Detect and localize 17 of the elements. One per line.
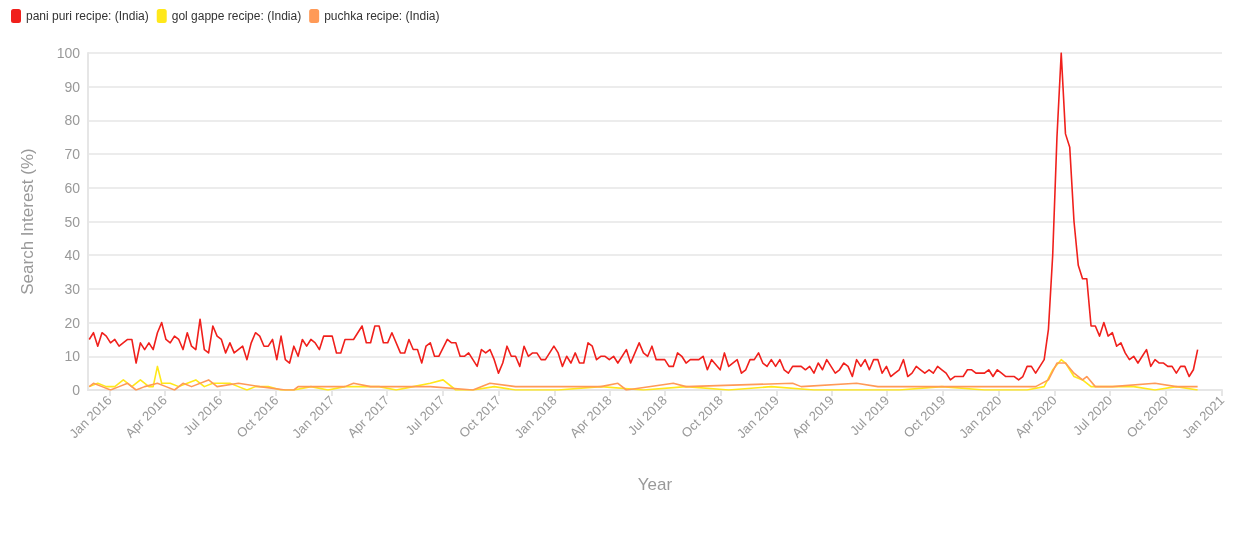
- y-tick-label: 60: [64, 179, 81, 196]
- y-tick-label: 20: [64, 314, 81, 331]
- y-tick-label: 100: [56, 45, 81, 61]
- y-tick-label: 10: [64, 348, 81, 365]
- legend-label: pani puri recipe: (India): [26, 9, 149, 23]
- y-tick-label: 40: [64, 247, 81, 264]
- line-series: [88, 52, 1199, 381]
- legend-label: puchka recipe: (India): [324, 9, 440, 23]
- legend-label: gol gappe recipe: (India): [171, 9, 302, 23]
- y-axis-title: Search Interest (%): [18, 148, 37, 295]
- y-tick-label: 90: [64, 78, 81, 95]
- y-tick-label: 50: [64, 213, 81, 230]
- y-tick-label: 0: [72, 382, 81, 398]
- y-tick-label: 80: [64, 112, 81, 129]
- x-axis-title: Year: [637, 475, 673, 494]
- y-tick-label: 70: [64, 146, 81, 163]
- y-tick-label: 30: [64, 280, 81, 297]
